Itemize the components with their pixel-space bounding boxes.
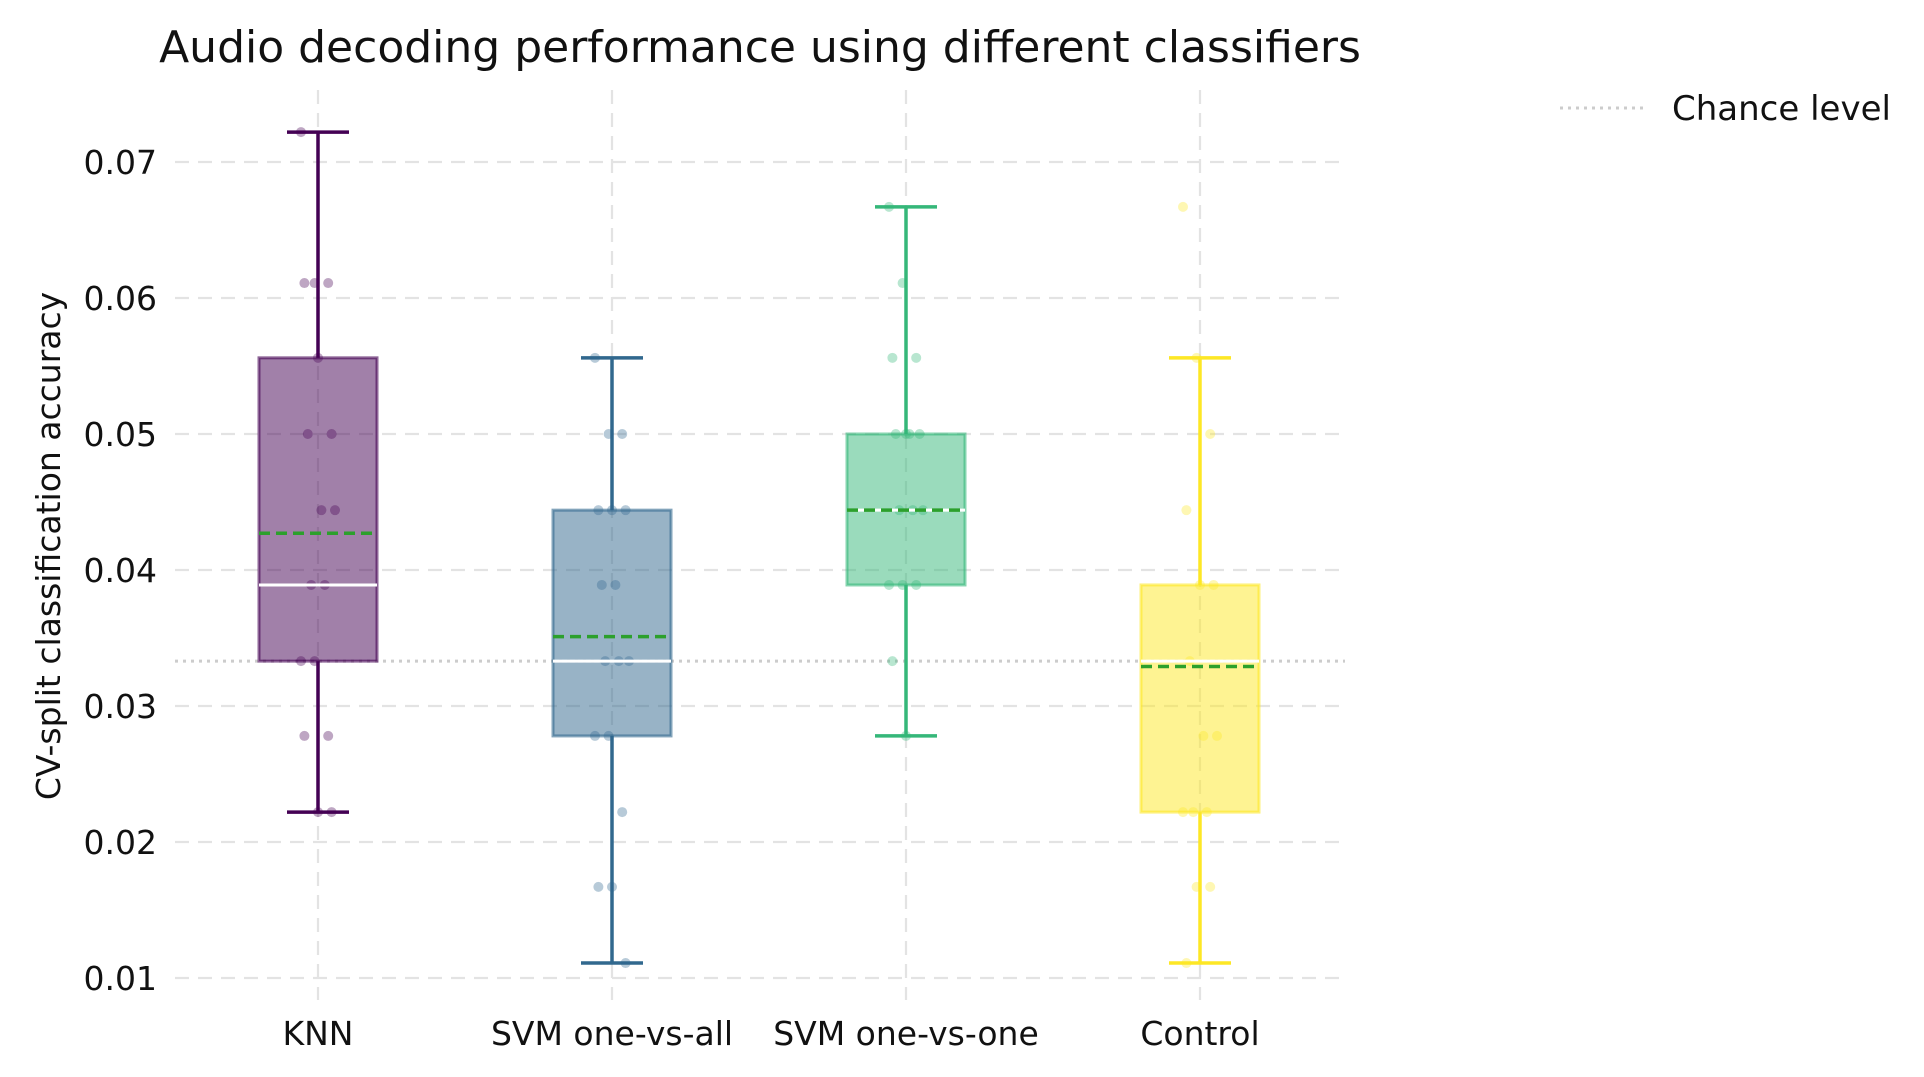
data-point [313, 352, 323, 363]
y-tick-label: 0.04 [84, 551, 157, 590]
x-tick-label: Control [1140, 1014, 1259, 1053]
x-tick-label: SVM one-vs-all [491, 1014, 733, 1053]
y-tick-label: 0.03 [84, 687, 157, 726]
data-point [590, 352, 600, 363]
data-point [1181, 958, 1192, 969]
legend-label-chance-level: Chance level [1672, 89, 1891, 129]
data-point [316, 505, 327, 516]
box-control [1139, 201, 1261, 969]
box-knn [257, 127, 379, 818]
box-svm-one-vs-all [551, 352, 673, 969]
x-axis-ticks: KNN SVM one-vs-all SVM one-vs-one Control [282, 1014, 1259, 1053]
y-tick-label: 0.02 [84, 823, 157, 862]
data-point [884, 579, 894, 590]
data-point [309, 278, 320, 289]
data-point [620, 505, 631, 516]
data-point [901, 730, 911, 741]
data-point [1178, 807, 1188, 818]
data-point [1198, 730, 1209, 741]
x-tick-label: SVM one-vs-one [773, 1014, 1039, 1053]
box-iqr [257, 356, 379, 663]
data-point [590, 730, 600, 741]
data-point [309, 656, 320, 667]
box-svm-one-vs-one [845, 201, 967, 741]
data-point [1191, 352, 1202, 363]
data-point [901, 429, 911, 439]
data-point [313, 807, 323, 818]
y-axis-ticks: 0.01 0.02 0.03 0.04 0.05 0.06 0.07 [84, 143, 157, 998]
data-point [914, 429, 925, 439]
data-point [326, 429, 337, 439]
data-point [1208, 579, 1219, 590]
data-point [596, 579, 607, 590]
data-point [887, 352, 898, 363]
data-point [299, 278, 310, 289]
data-point [607, 505, 617, 516]
data-point [1191, 881, 1202, 892]
data-point [603, 730, 614, 741]
y-tick-label: 0.06 [84, 279, 157, 318]
data-point [887, 656, 898, 667]
box-plots [257, 127, 1261, 969]
data-point [1195, 579, 1205, 590]
data-point [299, 730, 310, 741]
y-tick-label: 0.05 [84, 415, 157, 454]
y-tick-label: 0.07 [84, 143, 157, 182]
data-point [326, 807, 337, 818]
data-point [911, 579, 922, 590]
data-point [911, 352, 922, 363]
data-point [620, 958, 631, 969]
data-point [607, 881, 617, 892]
data-point [904, 429, 915, 439]
data-point [1181, 505, 1192, 516]
data-point [296, 127, 306, 138]
data-point [617, 807, 628, 818]
data-point [1212, 730, 1222, 741]
data-point [617, 429, 628, 439]
data-point [1205, 429, 1216, 439]
y-tick-label: 0.01 [84, 959, 157, 998]
data-point [593, 881, 604, 892]
data-point [897, 579, 908, 590]
x-tick-label: KNN [282, 1014, 353, 1053]
data-point [302, 429, 313, 439]
data-point [1188, 807, 1199, 818]
data-point [890, 429, 901, 439]
data-point [884, 201, 894, 212]
chart-title: Audio decoding performance using differe… [159, 22, 1361, 73]
legend: Chance level [1560, 89, 1891, 129]
data-point [323, 730, 334, 741]
box-iqr [1139, 583, 1261, 814]
data-point [593, 505, 604, 516]
data-point [897, 278, 908, 289]
y-axis-label: CV-split classification accuracy [29, 292, 68, 800]
data-point [1178, 201, 1188, 212]
data-point [1201, 807, 1212, 818]
data-point [330, 505, 340, 516]
data-point [610, 579, 621, 590]
data-point [296, 656, 306, 667]
data-point [1205, 881, 1216, 892]
box-iqr [551, 508, 673, 738]
data-point [603, 429, 614, 439]
data-point [323, 278, 334, 289]
